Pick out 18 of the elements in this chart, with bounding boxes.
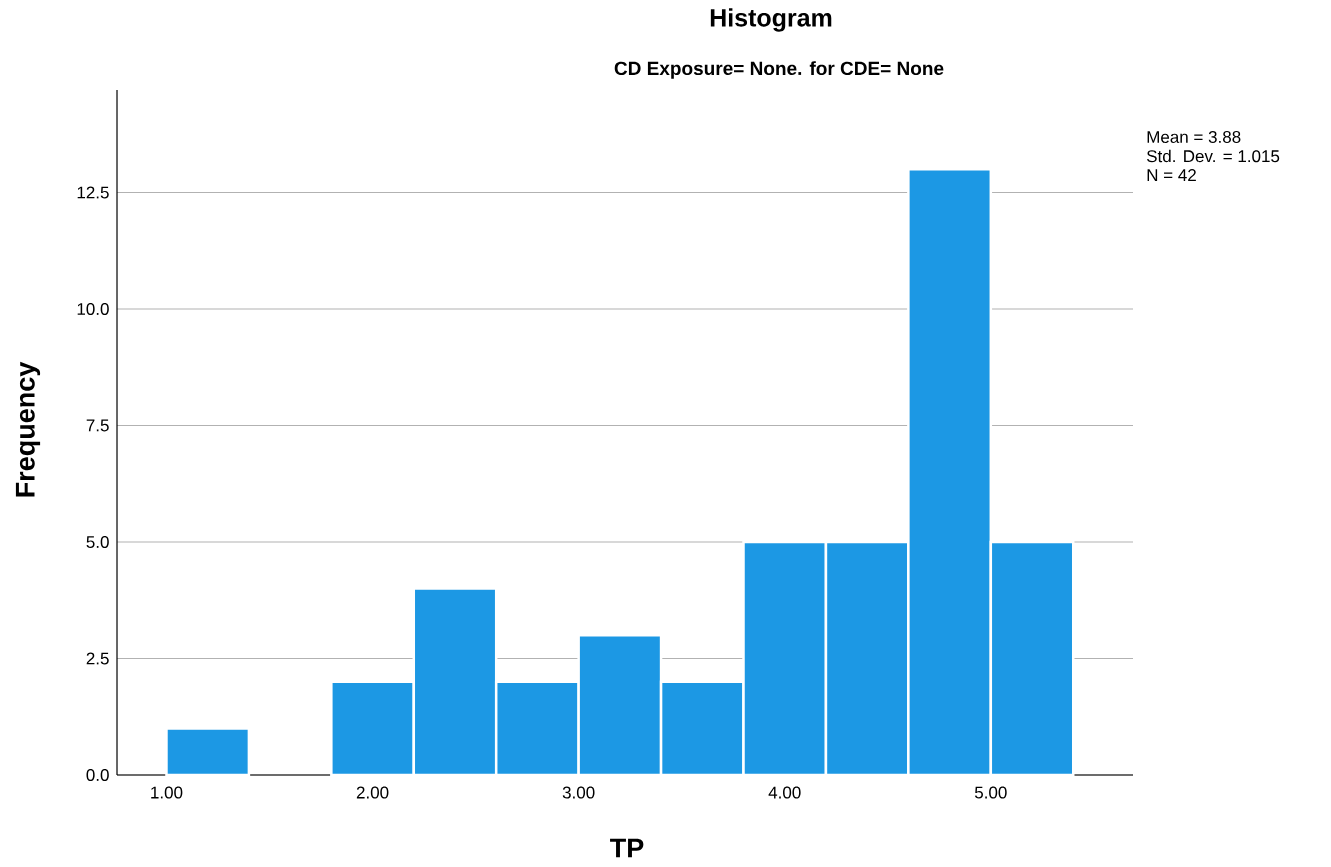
- x-tick-label: 2.00: [356, 786, 389, 799]
- x-tick-label: 4.00: [768, 786, 801, 799]
- x-tick-label: 3.00: [562, 786, 595, 799]
- chart-title: Histogram: [710, 8, 832, 32]
- text: Mean = 3.88: [1147, 130, 1241, 144]
- chart-subtitle: CD Exposure= None. for CDE= None: [614, 61, 944, 79]
- x-tick-label: 5.00: [974, 786, 1007, 799]
- y-tick-label: 12.5: [77, 186, 109, 199]
- text: N = 42: [1147, 169, 1196, 181]
- text: Std. Dev. = 1.015: [1146, 149, 1280, 163]
- x-axis-title: TP: [610, 838, 644, 858]
- x-tick-label: 1.00: [151, 786, 183, 799]
- y-tick-label: 10.0: [77, 302, 109, 316]
- y-axis-title: Frequency: [15, 361, 41, 497]
- y-tick-label: 0.0: [86, 768, 109, 782]
- y-tick-label: 2.5: [86, 652, 109, 665]
- y-tick-label: 7.5: [86, 419, 109, 432]
- y-tick-label: 5.0: [86, 535, 109, 549]
